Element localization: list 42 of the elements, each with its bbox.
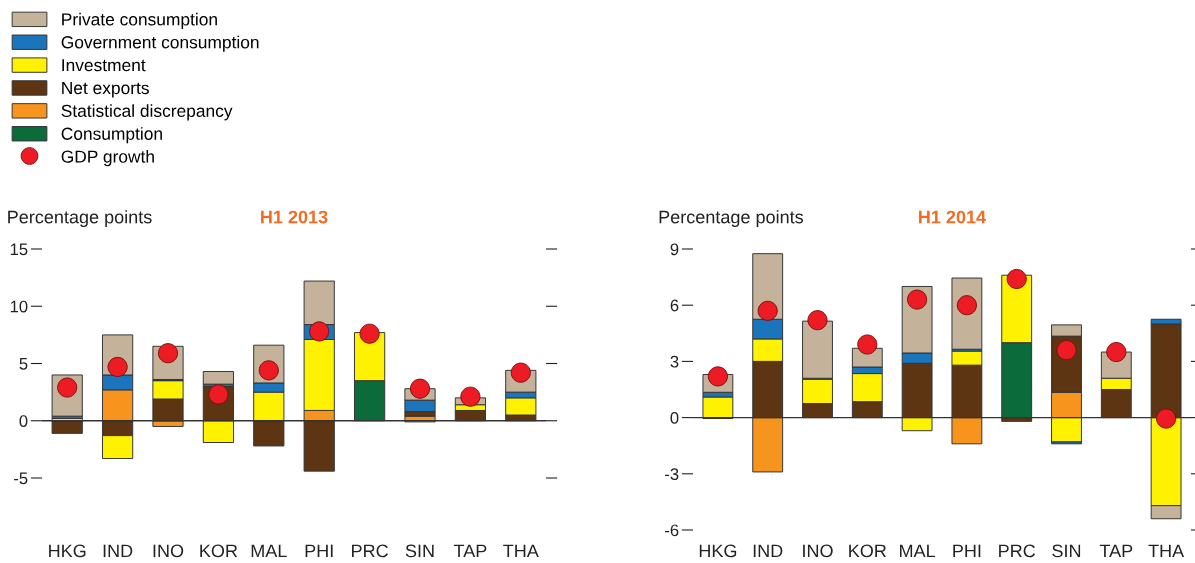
chart-title: H1 2014 (919, 210, 986, 224)
y-axis-title: Percentage points (659, 210, 804, 227)
x-tick-label: INO (803, 544, 833, 558)
y-tick-label: 6 (670, 299, 679, 312)
y-tick-label: 10 (10, 300, 28, 313)
y-tick-label: -3 (665, 468, 679, 480)
y-tick-label: 3 (670, 355, 679, 368)
legend-label: Private consumption (62, 12, 217, 29)
legend-label: Government consumption (61, 35, 259, 52)
y-tick-label: -6 (665, 524, 679, 537)
x-tick-label: SIN (1052, 544, 1081, 558)
x-tick-label: PHI (305, 544, 333, 558)
legend-label: Statistical discrepancy (61, 104, 233, 121)
x-tick-label: MAL (900, 544, 936, 558)
x-tick-label: PRC (999, 544, 1036, 558)
x-tick-label: INO (153, 544, 184, 558)
x-tick-label: THA (1148, 544, 1185, 558)
y-tick-label: 0 (670, 412, 679, 424)
legend-label: Investment (62, 59, 146, 72)
y-tick-label: 9 (670, 243, 679, 256)
x-tick-label: SIN (405, 544, 434, 558)
y-tick-label: 15 (10, 243, 28, 256)
legend-label: Net exports (62, 82, 149, 98)
x-tick-label: KOR (849, 544, 887, 558)
x-tick-label: PHI (953, 544, 981, 558)
y-tick-label: -5 (14, 472, 28, 485)
legend-label: Consumption (61, 127, 162, 144)
x-tick-label: HKG (49, 544, 86, 558)
x-tick-label: IND (753, 544, 783, 558)
legend-label: GDP growth (61, 150, 154, 167)
y-tick-label: 5 (19, 358, 28, 370)
chart-title: H1 2013 (261, 210, 328, 224)
x-tick-label: IND (103, 544, 133, 558)
x-tick-label: TAP (1099, 544, 1133, 558)
y-tick-label: 0 (19, 415, 28, 427)
x-tick-label: THA (503, 544, 539, 558)
x-tick-label: KOR (200, 544, 238, 558)
x-tick-label: MAL (251, 544, 287, 558)
y-axis-title: Percentage points (8, 210, 152, 227)
x-tick-label: TAP (453, 544, 487, 558)
x-tick-label: PRC (352, 544, 388, 558)
x-tick-label: HKG (699, 544, 737, 558)
